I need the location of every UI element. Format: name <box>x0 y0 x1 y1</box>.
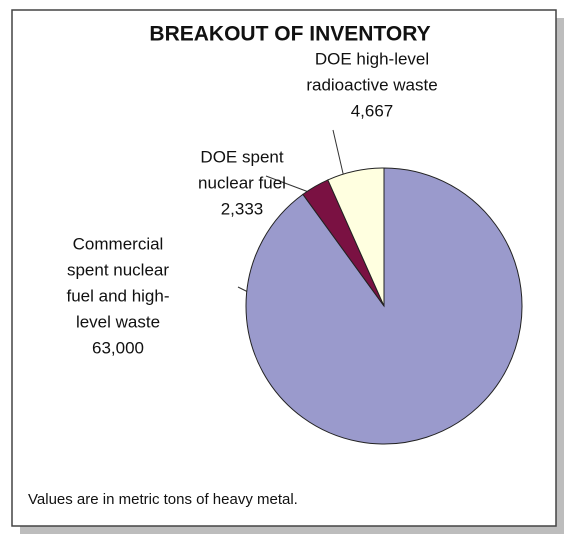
slice-label: DOE spent <box>200 147 283 166</box>
slice-label: fuel and high- <box>66 286 169 305</box>
slice-label: spent nuclear <box>67 260 169 279</box>
slice-label: DOE high-level <box>315 49 429 68</box>
footnote: Values are in metric tons of heavy metal… <box>28 491 298 508</box>
slice-label: nuclear fuel <box>198 173 286 192</box>
value-label: 4,667 <box>351 101 394 120</box>
chart-title: BREAKOUT OF INVENTORY <box>149 23 430 46</box>
pie-slice <box>327 167 385 307</box>
slice-label: radioactive waste <box>306 75 437 94</box>
leader-line <box>265 175 315 195</box>
value-label: 2,333 <box>221 199 264 218</box>
value-label: 63,000 <box>92 338 144 357</box>
slice-label: Commercial <box>73 234 164 253</box>
slice-label: level waste <box>76 312 160 331</box>
leader-line <box>332 129 346 183</box>
